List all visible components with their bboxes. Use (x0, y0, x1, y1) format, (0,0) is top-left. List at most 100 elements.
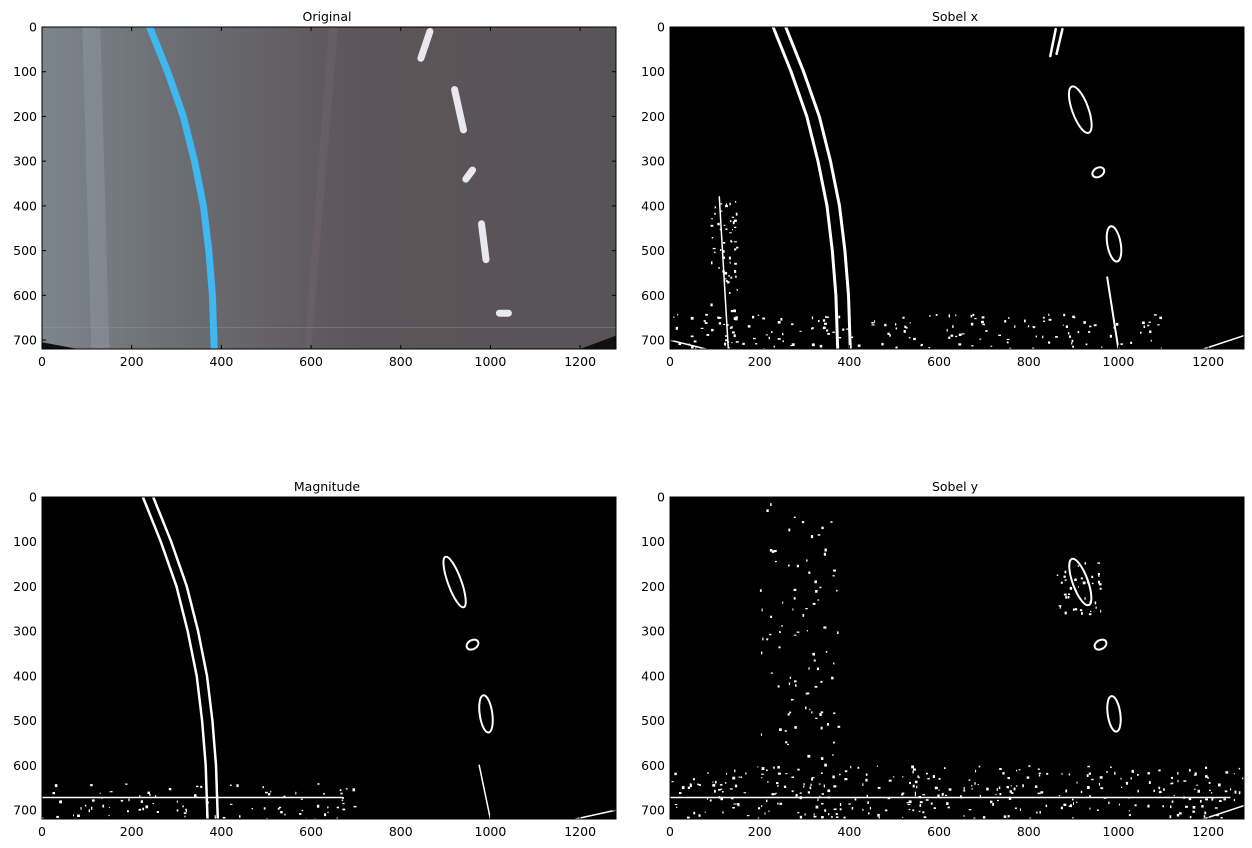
noise-pixel (815, 805, 819, 809)
noise-pixel (912, 784, 915, 788)
noise-pixel (1087, 765, 1090, 768)
noise-pixel (975, 769, 977, 773)
noise-pixel (1201, 805, 1204, 808)
noise-pixel (730, 220, 732, 222)
noise-pixel (230, 784, 232, 786)
noise-pixel (990, 800, 993, 804)
y-tick-label: 400 (641, 198, 665, 213)
noise-pixel (806, 559, 808, 562)
noise-pixel (874, 320, 876, 323)
noise-pixel (906, 802, 910, 804)
noise-pixel (736, 246, 739, 249)
noise-pixel (820, 772, 823, 774)
noise-pixel (1014, 807, 1017, 809)
noise-pixel (887, 797, 891, 800)
noise-pixel (725, 335, 728, 337)
noise-pixel (725, 204, 728, 208)
noise-pixel (280, 811, 283, 814)
noise-pixel (1163, 788, 1165, 791)
noise-pixel (779, 728, 782, 731)
noise-pixel (1137, 789, 1139, 793)
noise-pixel (865, 773, 868, 776)
noise-pixel (871, 324, 875, 326)
noise-pixel (784, 730, 787, 732)
noise-pixel (711, 261, 713, 265)
x-tick-label: 1000 (1103, 824, 1135, 839)
noise-pixel (1128, 814, 1131, 817)
noise-pixel (1121, 786, 1123, 788)
noise-pixel (909, 322, 911, 324)
noise-pixel (1170, 782, 1172, 785)
noise-pixel (726, 324, 729, 326)
noise-pixel (914, 791, 916, 795)
noise-pixel (697, 783, 699, 786)
noise-pixel (971, 345, 974, 347)
noise-pixel (822, 326, 826, 330)
y-tick-label: 600 (13, 288, 37, 303)
x-tick-label: 1200 (564, 824, 596, 839)
noise-pixel (836, 816, 839, 818)
noise-pixel (1015, 785, 1018, 787)
noise-pixel (811, 328, 814, 330)
noise-pixel (687, 816, 690, 819)
noise-pixel (1002, 772, 1005, 775)
noise-pixel (963, 815, 965, 817)
noise-pixel (1160, 347, 1162, 349)
noise-pixel (944, 767, 946, 770)
noise-pixel (774, 560, 777, 563)
noise-pixel (1045, 804, 1048, 808)
noise-pixel (819, 344, 823, 348)
noise-pixel (972, 313, 975, 316)
y-tick-label: 400 (13, 668, 37, 683)
noise-pixel (268, 793, 271, 796)
noise-pixel (812, 652, 815, 656)
noise-pixel (729, 327, 733, 329)
noise-pixel (1204, 811, 1207, 815)
noise-pixel (999, 768, 1002, 770)
noise-pixel (862, 783, 864, 786)
lane-dash (462, 166, 476, 183)
x-tick-label: 1200 (1192, 354, 1224, 369)
noise-pixel (1098, 782, 1100, 786)
noise-pixel (733, 334, 736, 338)
noise-pixel (761, 777, 763, 779)
noise-pixel (735, 201, 737, 203)
noise-pixel (1091, 778, 1094, 781)
noise-pixel (887, 332, 890, 335)
noise-pixel (677, 313, 679, 316)
noise-pixel (1098, 580, 1101, 584)
noise-pixel (342, 802, 345, 805)
image-content (42, 497, 616, 819)
noise-pixel (152, 803, 155, 804)
noise-pixel (813, 659, 816, 662)
noise-pixel (766, 509, 769, 512)
noise-pixel (722, 256, 725, 259)
noise-pixel (914, 780, 918, 784)
noise-pixel (734, 784, 738, 788)
noise-pixel (1097, 562, 1101, 564)
noise-pixel (813, 815, 817, 818)
noise-pixel (1224, 790, 1228, 793)
noise-pixel (712, 781, 714, 783)
noise-pixel (718, 796, 721, 799)
noise-pixel (990, 345, 993, 347)
noise-pixel (1194, 788, 1196, 790)
noise-pixel (1037, 792, 1041, 795)
noise-pixel (1148, 781, 1151, 784)
y-tick-label: 200 (13, 579, 37, 594)
noise-pixel (693, 778, 695, 781)
noise-pixel (720, 249, 722, 251)
noise-pixel (770, 672, 773, 674)
noise-pixel (1076, 781, 1078, 784)
noise-pixel (978, 765, 981, 768)
noise-pixel (1238, 791, 1241, 795)
noise-pixel (787, 743, 789, 746)
noise-pixel (1063, 803, 1067, 806)
noise-pixel (709, 799, 712, 802)
noise-pixel (185, 809, 187, 813)
noise-pixel (341, 799, 344, 801)
noise-pixel (977, 784, 979, 786)
noise-pixel (1194, 772, 1197, 775)
noise-pixel (740, 776, 743, 778)
noise-pixel (824, 322, 827, 325)
